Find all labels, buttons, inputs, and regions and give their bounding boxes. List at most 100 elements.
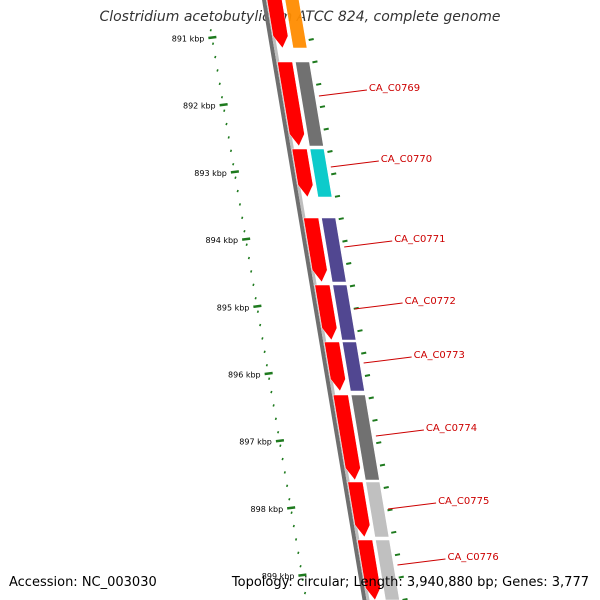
cds-arrow — [347, 481, 371, 538]
tick-label: 898 kbp — [251, 505, 284, 514]
topology-summary: Topology: circular; Length: 3,940,880 bp… — [231, 575, 589, 590]
gene-label-group: CA_C0769 — [318, 83, 420, 97]
minor-tick — [234, 176, 237, 179]
cds-arrow — [323, 341, 346, 392]
cds-arrow — [291, 148, 314, 198]
minor-tick — [259, 323, 262, 327]
gene-label: CA_C0772 — [405, 296, 456, 307]
minor-tick — [270, 390, 273, 394]
major-tick — [230, 170, 240, 174]
major-tick — [253, 304, 262, 309]
gene-label-group: CA_C0776 — [397, 552, 499, 566]
minor-tick — [277, 430, 280, 434]
outer-tick — [398, 575, 404, 579]
gene-feature — [350, 394, 380, 481]
outer-tick — [334, 194, 341, 198]
outer-tick — [346, 262, 352, 265]
major-tick — [208, 35, 217, 40]
gene-label: CA_C0770 — [381, 154, 432, 165]
gene-label-group: CA_C0770 — [330, 154, 432, 168]
minor-tick — [245, 243, 248, 246]
minor-tick — [247, 256, 251, 260]
label-leader-line — [354, 302, 403, 310]
minor-tick — [209, 28, 212, 32]
backbone-dark — [262, 0, 367, 600]
minor-tick — [285, 484, 289, 488]
outer-tick — [319, 105, 326, 109]
minor-tick — [263, 350, 266, 354]
minor-tick — [283, 471, 286, 474]
accession-label: Accession: NC_003030 — [9, 575, 157, 590]
minor-tick — [303, 591, 307, 595]
cds-arrow — [357, 539, 381, 600]
minor-tick — [225, 122, 228, 126]
tick-label: 893 kbp — [194, 169, 227, 178]
minor-tick — [254, 296, 257, 300]
gene-label-group: CA_C0775 — [388, 496, 489, 510]
outer-tick — [372, 418, 378, 422]
gene-feature — [365, 481, 390, 538]
label-leader-line — [344, 240, 393, 248]
major-tick — [275, 438, 285, 443]
outer-tick — [312, 60, 318, 64]
major-tick — [241, 237, 251, 241]
gene-label: CA_C0776 — [447, 552, 498, 563]
outer-tick — [383, 486, 389, 489]
minor-tick — [229, 149, 233, 153]
minor-tick — [252, 283, 255, 287]
minor-tick — [272, 404, 275, 407]
tick-label: 894 kbp — [206, 236, 239, 245]
gene-feature — [321, 217, 347, 283]
minor-tick — [256, 310, 260, 313]
gene-label-group: CA_C0774 — [375, 423, 477, 437]
label-leader-line — [375, 429, 424, 437]
tick-label: 897 kbp — [239, 438, 272, 447]
tick-label: 892 kbp — [183, 102, 216, 111]
gene-label-group: CA_C0772 — [354, 296, 456, 310]
minor-tick — [227, 136, 230, 139]
gene-feature — [295, 61, 324, 147]
minor-tick — [238, 203, 242, 206]
outer-tick — [361, 351, 367, 355]
minor-tick — [243, 229, 246, 233]
minor-tick — [261, 337, 264, 340]
minor-tick — [236, 189, 239, 193]
label-leader-line — [330, 160, 379, 168]
outer-tick — [357, 329, 363, 333]
outer-tick — [376, 441, 382, 445]
cds-arrow — [277, 61, 305, 147]
minor-tick — [265, 363, 268, 367]
outer-tick — [368, 396, 374, 400]
minor-tick — [223, 109, 226, 112]
minor-tick — [288, 497, 291, 501]
gene-label: CA_C0771 — [394, 234, 445, 245]
gene-label: CA_C0774 — [426, 423, 477, 434]
tick-label: 899 kbp — [262, 572, 295, 581]
minor-tick — [220, 95, 224, 99]
minor-tick — [218, 82, 221, 86]
gene-label-group: CA_C0773 — [363, 350, 465, 364]
major-tick — [298, 573, 307, 577]
cds-arrow — [314, 284, 338, 341]
label-leader-line — [388, 502, 437, 510]
outer-tick — [308, 38, 314, 41]
gene-label: CA_C0775 — [438, 496, 489, 507]
minor-tick — [294, 538, 298, 541]
minor-tick — [241, 216, 244, 220]
minor-tick — [301, 578, 304, 581]
minor-tick — [214, 55, 217, 59]
gene-label: CA_C0769 — [369, 83, 420, 94]
label-leader-line — [318, 89, 367, 97]
cds-arrow — [303, 217, 328, 283]
outer-tick — [394, 553, 401, 557]
outer-tick — [331, 172, 337, 176]
gene-feature — [341, 341, 365, 392]
minor-tick — [299, 564, 302, 568]
tick-label: 891 kbp — [172, 35, 205, 44]
label-leader-line — [363, 356, 412, 364]
gene-feature — [284, 0, 308, 49]
minor-tick — [279, 444, 282, 447]
minor-tick — [297, 551, 300, 555]
minor-tick — [232, 162, 235, 166]
